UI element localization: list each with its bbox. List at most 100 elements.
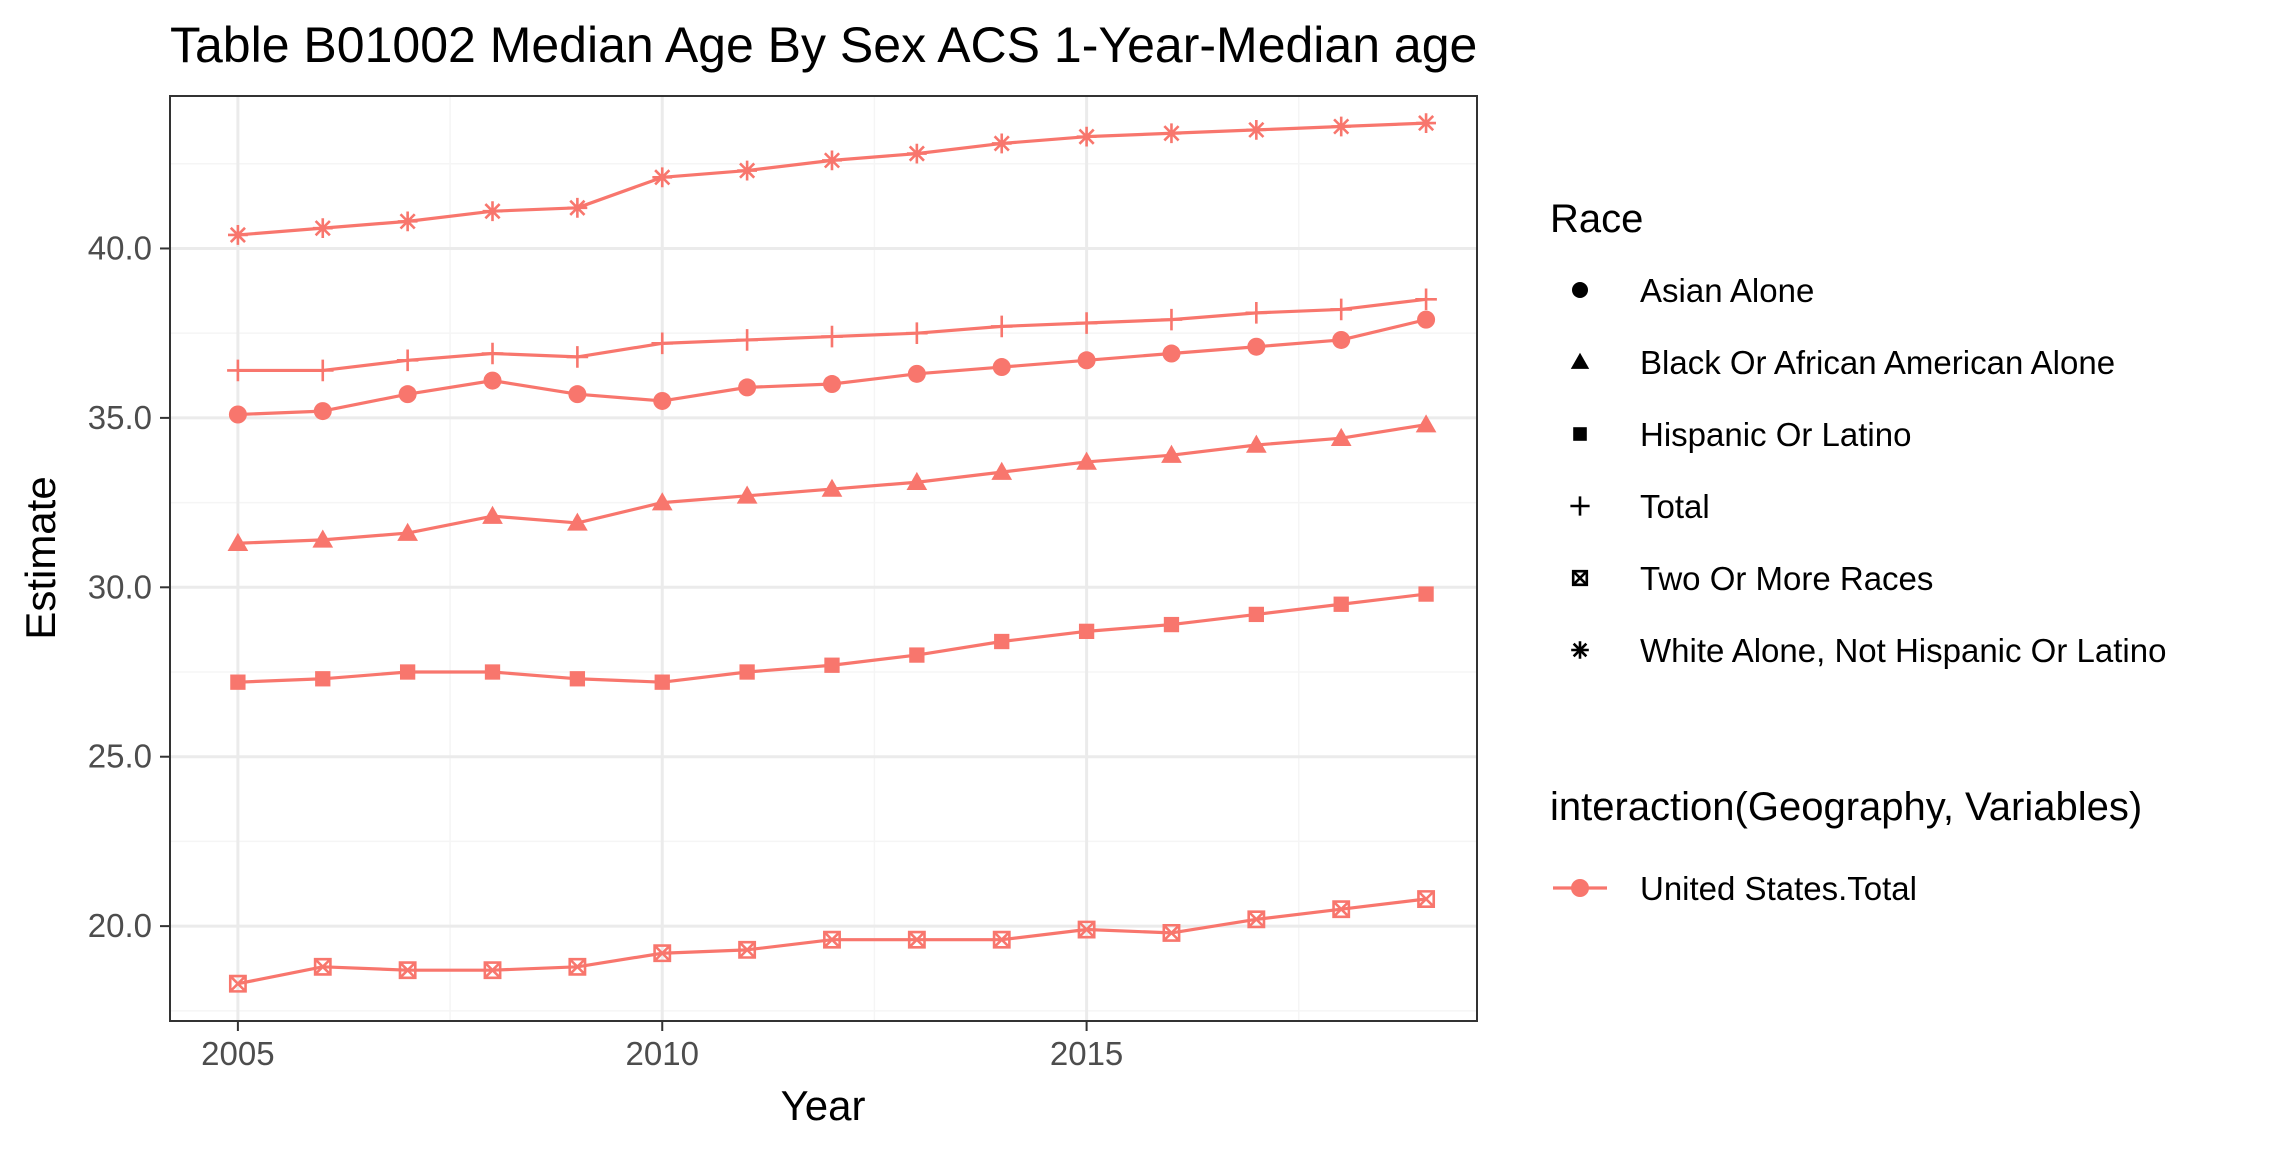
data-point: [652, 167, 673, 188]
data-point: [566, 346, 589, 368]
data-point: [1417, 310, 1436, 329]
data-point: [567, 512, 588, 531]
y-tick-label: 40.0: [88, 229, 152, 266]
data-point: [312, 529, 334, 548]
data-point: [399, 664, 416, 680]
data-point: [398, 385, 417, 404]
data-point: [484, 664, 501, 680]
legend-label: Total: [1640, 488, 1710, 525]
data-point: [1163, 616, 1180, 633]
data-point: [483, 371, 502, 390]
data-point: [313, 957, 332, 976]
legend-item-hispanic-or-latino: Hispanic Or Latino: [1573, 416, 1911, 453]
data-point: [1415, 414, 1437, 433]
data-point: [1332, 900, 1351, 919]
data-point: [482, 505, 503, 524]
data-point: [228, 405, 247, 424]
legend-item-white-alone-not-hispanic-or-latino: White Alone, Not Hispanic Or Latino: [1571, 632, 2166, 669]
data-point: [312, 218, 333, 239]
legend-marker: [1572, 282, 1588, 298]
data-point: [991, 461, 1013, 480]
data-point: [738, 940, 757, 959]
legend-label: Hispanic Or Latino: [1640, 416, 1911, 453]
data-point: [822, 150, 842, 171]
data-point: [397, 522, 418, 541]
data-point: [311, 359, 334, 382]
data-point: [909, 647, 925, 663]
y-tick-label: 30.0: [88, 568, 152, 605]
x-axis: 2005 2010 2015: [201, 1021, 1123, 1072]
data-point: [738, 378, 757, 397]
y-tick-label: 20.0: [88, 907, 152, 944]
y-axis: 20.0 25.0 30.0 35.0 40.0: [88, 229, 170, 944]
data-point: [822, 375, 841, 394]
data-point: [992, 358, 1011, 377]
data-point: [994, 633, 1010, 650]
data-point: [227, 225, 248, 245]
data-point: [1162, 923, 1181, 942]
data-point: [736, 485, 758, 504]
data-point: [823, 930, 841, 949]
data-point: [651, 492, 673, 511]
legend-label: Asian Alone: [1640, 272, 1814, 309]
data-point: [906, 143, 927, 164]
data-point: [483, 961, 502, 980]
data-point: [1332, 330, 1351, 349]
y-tick-label: 35.0: [88, 399, 152, 436]
data-point: [1247, 337, 1266, 356]
plot-border: [169, 95, 1478, 1022]
data-point: [227, 532, 249, 552]
data-point: [1330, 298, 1353, 321]
data-point: [992, 930, 1011, 949]
data-point: [230, 674, 246, 690]
data-point: [1245, 434, 1267, 453]
legend-label: Two Or More Races: [1640, 560, 1933, 597]
legend-interaction-items: United States.Total: [1553, 870, 1917, 907]
data-point: [1160, 308, 1183, 331]
legend-item-united-states-total: United States.Total: [1553, 870, 1917, 907]
data-point: [397, 211, 418, 232]
data-point: [1076, 451, 1097, 470]
legend: Race Asian Alone Black Or African America…: [1550, 197, 2166, 907]
data-point: [651, 332, 674, 355]
data-point: [1077, 351, 1096, 370]
data-point: [227, 359, 249, 382]
series-hispanic-or-latino: [230, 586, 1434, 690]
data-point: [1416, 113, 1436, 134]
y-axis-title: Estimate: [17, 476, 64, 639]
data-point: [315, 671, 331, 687]
data-point: [1076, 126, 1097, 147]
y-tick-label: 25.0: [88, 738, 152, 775]
legend-item-asian-alone: Asian Alone: [1572, 272, 1814, 309]
data-point: [654, 674, 670, 690]
data-point: [1415, 288, 1437, 311]
data-point: [1333, 596, 1349, 612]
legend-marker: [1573, 427, 1587, 441]
data-point: [1248, 606, 1264, 623]
data-point: [1078, 623, 1095, 639]
data-point: [1161, 123, 1182, 144]
legend-label: United States.Total: [1640, 870, 1917, 907]
data-point: [821, 325, 843, 348]
series-asian-alone: [228, 310, 1436, 424]
data-point: [569, 671, 586, 687]
data-point: [1161, 444, 1182, 463]
legend-item-total: Total: [1570, 488, 1710, 525]
data-point: [1247, 910, 1266, 929]
legend-item-two-or-more-races: Two Or More Races: [1571, 560, 1933, 597]
data-point: [653, 391, 672, 410]
data-point: [396, 349, 419, 372]
legend-race-items: Asian Alone Black Or African American Alo…: [1570, 272, 2166, 669]
legend-marker: [1570, 496, 1590, 516]
legend-title-race: Race: [1550, 197, 1643, 241]
data-point: [1330, 427, 1352, 446]
legend-marker: [1571, 641, 1589, 659]
series-black-or-african-american-alone: [227, 414, 1437, 552]
data-point: [398, 961, 417, 980]
data-point: [906, 322, 928, 344]
plot-background: [170, 96, 1477, 1021]
data-point: [906, 471, 928, 491]
series-white-alone-not-hispanic-or-latino: [227, 113, 1436, 245]
series-total: [227, 288, 1437, 382]
